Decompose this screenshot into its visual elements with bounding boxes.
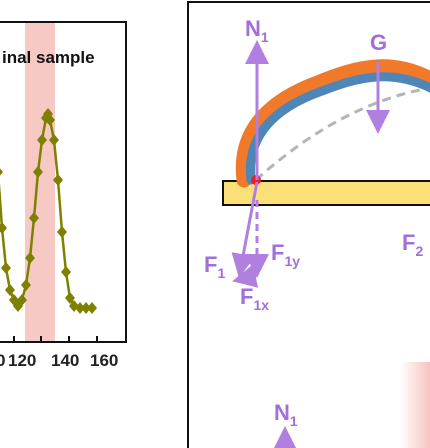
marker <box>29 212 39 224</box>
marker <box>1 262 11 274</box>
marker <box>5 284 15 296</box>
marker <box>21 279 31 291</box>
highlight-band <box>25 22 55 342</box>
force-arrow-f1 <box>231 181 259 278</box>
marker <box>0 222 7 234</box>
plot-title: inal sample <box>2 48 95 67</box>
label-f1x: F1x <box>240 284 269 313</box>
series-markers <box>0 108 97 314</box>
marker <box>25 252 35 264</box>
droplet-inner <box>245 72 430 185</box>
marker <box>65 292 75 304</box>
label-f1y: F1y <box>271 240 300 269</box>
dashed-trajectory <box>254 86 430 182</box>
droplet-outer <box>235 59 430 188</box>
marker <box>61 266 71 278</box>
marker <box>81 302 91 314</box>
marker <box>87 302 97 314</box>
force-diagram-panel: N1 G F1 F1y F1x F2 N1 <box>187 1 430 448</box>
x-tick-label: 160 <box>90 351 118 370</box>
force-arrow-f1x <box>232 264 259 288</box>
x-tick-label: 120 <box>8 351 36 370</box>
marker <box>0 168 3 176</box>
plot-frame <box>0 21 127 343</box>
label-n1-lower: N1 <box>274 400 298 429</box>
marker <box>37 134 47 146</box>
marker <box>17 294 27 306</box>
marker <box>33 166 43 178</box>
marker <box>75 302 85 314</box>
lower-glow <box>400 362 430 448</box>
label-f1: F1 <box>204 252 225 281</box>
x-tick-label: 140 <box>51 351 79 370</box>
marker <box>49 134 59 146</box>
marker <box>45 114 55 126</box>
marker <box>57 226 67 238</box>
marker <box>53 174 63 186</box>
label-f2y: F2 <box>402 230 423 259</box>
panel-frame <box>187 1 430 448</box>
label-n1: N1 <box>245 16 269 45</box>
left-plot-panel: inal sample <box>0 21 127 370</box>
x-tick-label: 0 <box>0 351 5 370</box>
x-axis-ticks <box>13 336 98 342</box>
label-g: G <box>370 30 387 55</box>
